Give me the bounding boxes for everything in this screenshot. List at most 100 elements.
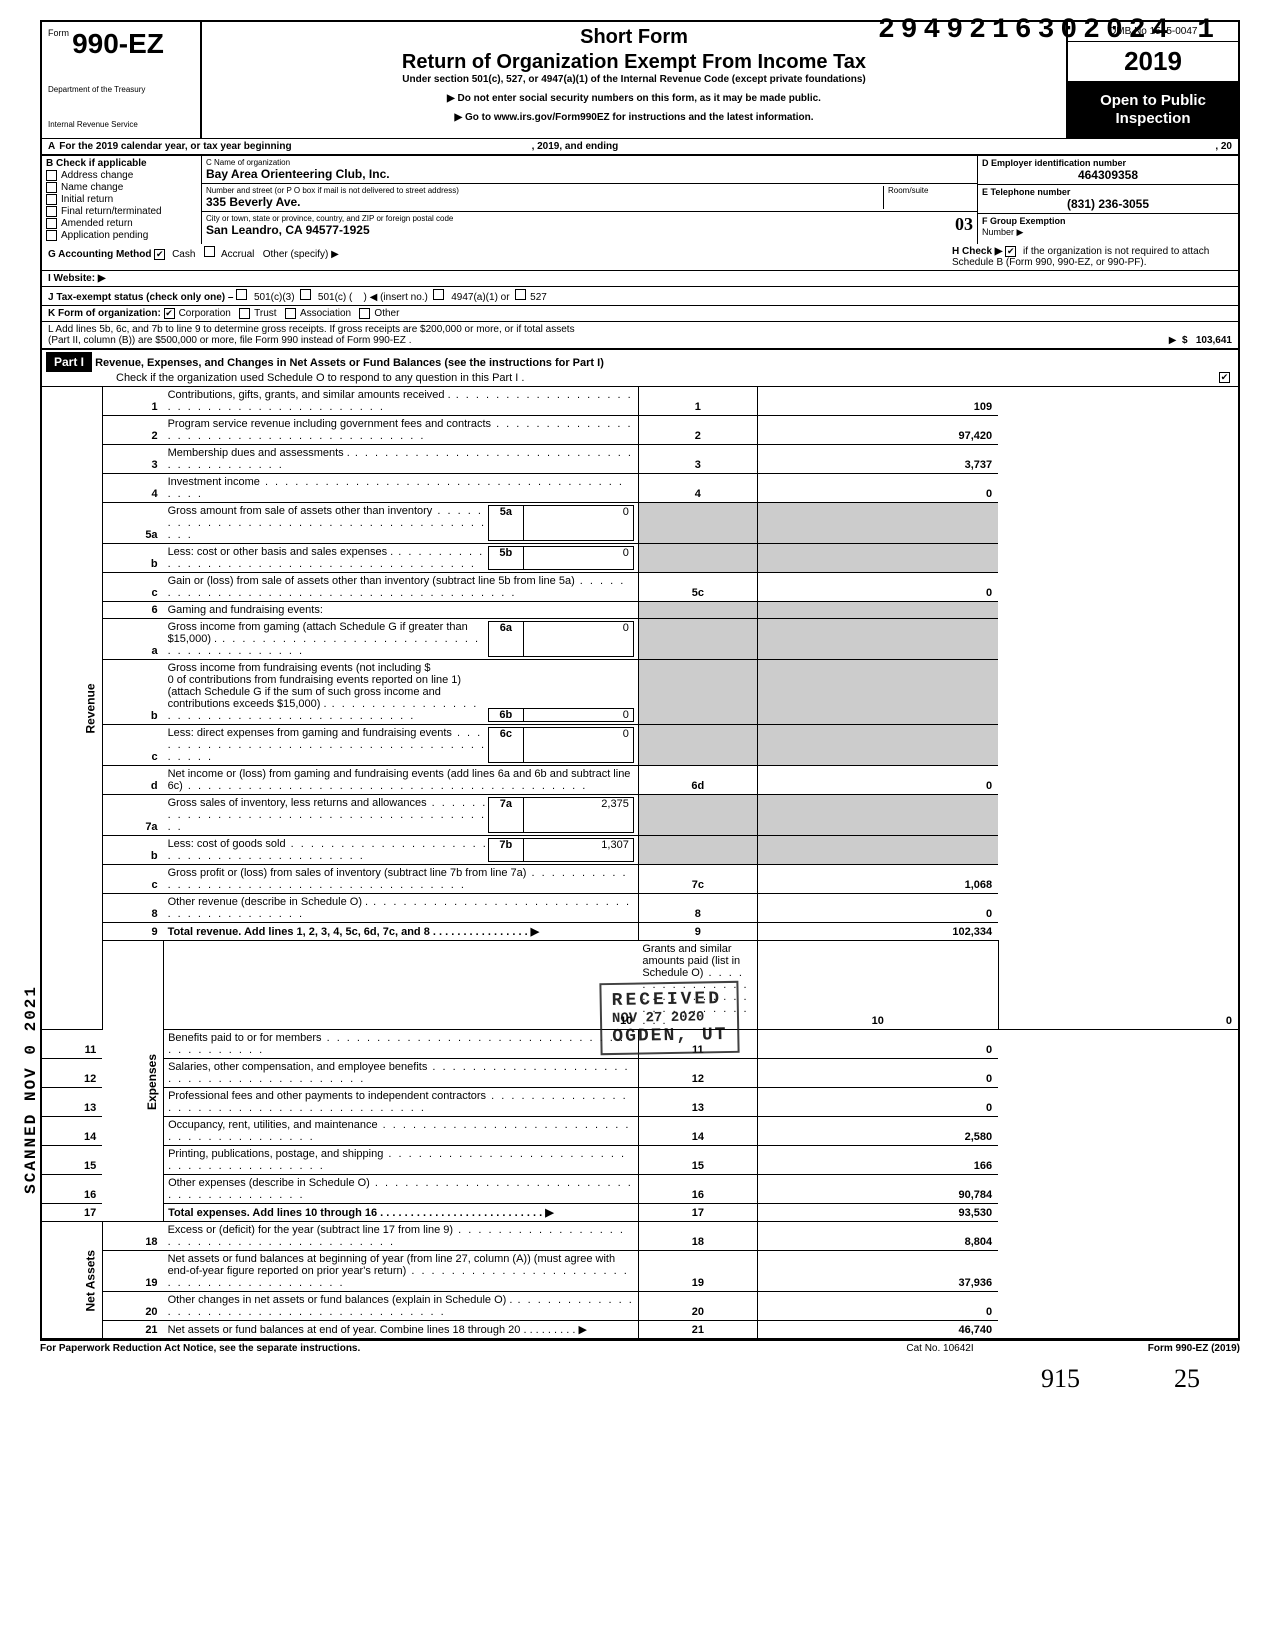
line6a-sbox: 6a: [488, 621, 524, 657]
org-name-row: C Name of organization Bay Area Orientee…: [202, 156, 977, 184]
dln-number: 2949216302024 1: [878, 15, 1220, 46]
line9-num: 9: [102, 923, 163, 941]
side-net-assets: Net Assets: [41, 1222, 102, 1340]
street-value: 335 Beverly Ave.: [206, 195, 883, 209]
group-exempt-num: Number ▶: [982, 227, 1023, 237]
city-value: San Leandro, CA 94577-1925: [206, 223, 955, 237]
chk-address-change[interactable]: [46, 170, 57, 181]
row-a-mid: , 2019, and ending: [532, 141, 619, 152]
chk-501c[interactable]: [300, 289, 311, 300]
k-label: K Form of organization:: [48, 308, 161, 319]
chk-501c3[interactable]: [236, 289, 247, 300]
form-number: 990-EZ: [72, 28, 164, 59]
chk-association[interactable]: [285, 308, 296, 319]
col-b-header: B Check if applicable: [46, 158, 197, 169]
group-exempt-row: F Group Exemption Number ▶: [978, 214, 1238, 240]
line11-box: 11: [638, 1030, 757, 1059]
line7a-sbox: 7a: [488, 797, 524, 833]
city-row: City or town, state or province, country…: [202, 212, 977, 239]
tax-year: 20201919: [1068, 42, 1238, 82]
lines-table: Revenue 1 Contributions, gifts, grants, …: [40, 387, 1240, 1340]
chk-amended[interactable]: [46, 218, 57, 229]
line14-amt: 2,580: [757, 1117, 998, 1146]
line8-amt: 0: [757, 894, 998, 923]
line6b-ramt: [757, 660, 998, 725]
chk-app-pending[interactable]: [46, 230, 57, 241]
line5c-amt: 0: [757, 573, 998, 602]
line6-rbox: [638, 602, 757, 619]
form-footer: Form 990-EZ (2019): [1040, 1343, 1240, 1354]
chk-final-return[interactable]: [46, 206, 57, 217]
line7b-wrap: Less: cost of goods sold 7b 1,307: [164, 836, 639, 865]
row-k: K Form of organization: ✔ Corporation Tr…: [40, 306, 1240, 322]
line12-box: 12: [638, 1059, 757, 1088]
chk-accrual[interactable]: [204, 246, 215, 257]
line6d-box: 6d: [638, 766, 757, 795]
chk-trust[interactable]: [239, 308, 250, 319]
lbl-initial-return: Initial return: [61, 194, 113, 205]
chk-schedule-o[interactable]: ✔: [1219, 372, 1230, 383]
line18-num: 18: [102, 1222, 163, 1251]
line9-amt: 102,334: [757, 923, 998, 941]
line6c-num: c: [102, 725, 163, 766]
line8-desc: Other revenue (describe in Schedule O) .: [164, 894, 639, 923]
line3-desc: Membership dues and assessments .: [164, 445, 639, 474]
chk-name-change[interactable]: [46, 182, 57, 193]
street-row: Number and street (or P O box if mail is…: [202, 184, 977, 212]
line2-box: 2: [638, 416, 757, 445]
line17-amt: 93,530: [757, 1204, 998, 1222]
line6d-amt: 0: [757, 766, 998, 795]
lbl-name-change: Name change: [61, 182, 123, 193]
row-ij: I Website: ▶: [40, 271, 1240, 287]
part1-header: Part I Revenue, Expenses, and Changes in…: [40, 350, 1240, 387]
line5a-sval: 0: [524, 505, 634, 541]
lbl-final-return: Final return/terminated: [61, 206, 162, 217]
line20-box: 20: [638, 1292, 757, 1321]
chk-sched-b[interactable]: ✔: [1005, 246, 1016, 257]
line6b-rbox: [638, 660, 757, 725]
line1-amt: 109: [757, 387, 998, 416]
line6-desc: Gaming and fundraising events:: [164, 602, 639, 619]
line6a-num: a: [102, 619, 163, 660]
line6c-ramt: [757, 725, 998, 766]
chk-other-org[interactable]: [359, 308, 370, 319]
line5b-sbox: 5b: [488, 546, 524, 570]
line14-desc: Occupancy, rent, utilities, and maintena…: [164, 1117, 639, 1146]
line7a-rbox: [638, 795, 757, 836]
lbl-trust: Trust: [254, 308, 276, 319]
line5c-box: 5c: [638, 573, 757, 602]
line6a-rbox: [638, 619, 757, 660]
line6d-desc: Net income or (loss) from gaming and fun…: [164, 766, 639, 795]
group-exempt-label: F Group Exemption: [982, 216, 1066, 226]
lbl-501c3: 501(c)(3): [254, 292, 295, 303]
goto-note: ▶ Go to www.irs.gov/Form990EZ for instru…: [208, 112, 1060, 123]
line6c-desc: Less: direct expenses from gaming and fu…: [168, 727, 488, 763]
line16-desc: Other expenses (describe in Schedule O): [164, 1175, 639, 1204]
line17-desc: Total expenses. Add lines 10 through 16 …: [168, 1207, 383, 1219]
chk-initial-return[interactable]: [46, 194, 57, 205]
chk-527[interactable]: [515, 289, 526, 300]
line13-box: 13: [638, 1088, 757, 1117]
line15-num: 15: [41, 1146, 102, 1175]
page-footer: For Paperwork Reduction Act Notice, see …: [40, 1340, 1240, 1354]
line19-desc: Net assets or fund balances at beginning…: [164, 1251, 639, 1292]
chk-4947[interactable]: [433, 289, 444, 300]
phone-label: E Telephone number: [982, 187, 1234, 197]
line20-desc: Other changes in net assets or fund bala…: [164, 1292, 639, 1321]
chk-cash[interactable]: ✔: [154, 249, 165, 260]
line9-desc: Total revenue. Add lines 1, 2, 3, 4, 5c,…: [168, 926, 430, 938]
open-public: Open to Public Inspection: [1068, 82, 1238, 138]
line6a-ramt: [757, 619, 998, 660]
line6-ramt: [757, 602, 998, 619]
line2-desc: Program service revenue including govern…: [164, 416, 639, 445]
line6-num: 6: [102, 602, 163, 619]
line7c-desc: Gross profit or (loss) from sales of inv…: [164, 865, 639, 894]
column-c: C Name of organization Bay Area Orientee…: [202, 156, 978, 244]
line5a-desc: Gross amount from sale of assets other t…: [168, 505, 488, 541]
row-gh: G Accounting Method ✔ Cash Accrual Other…: [40, 244, 1240, 271]
line12-num: 12: [41, 1059, 102, 1088]
chk-corporation[interactable]: ✔: [164, 308, 175, 319]
line21-desc-wrap: Net assets or fund balances at end of ye…: [164, 1321, 639, 1340]
j-label: J Tax-exempt status (check only one) –: [48, 292, 233, 303]
line21-num: 21: [102, 1321, 163, 1340]
